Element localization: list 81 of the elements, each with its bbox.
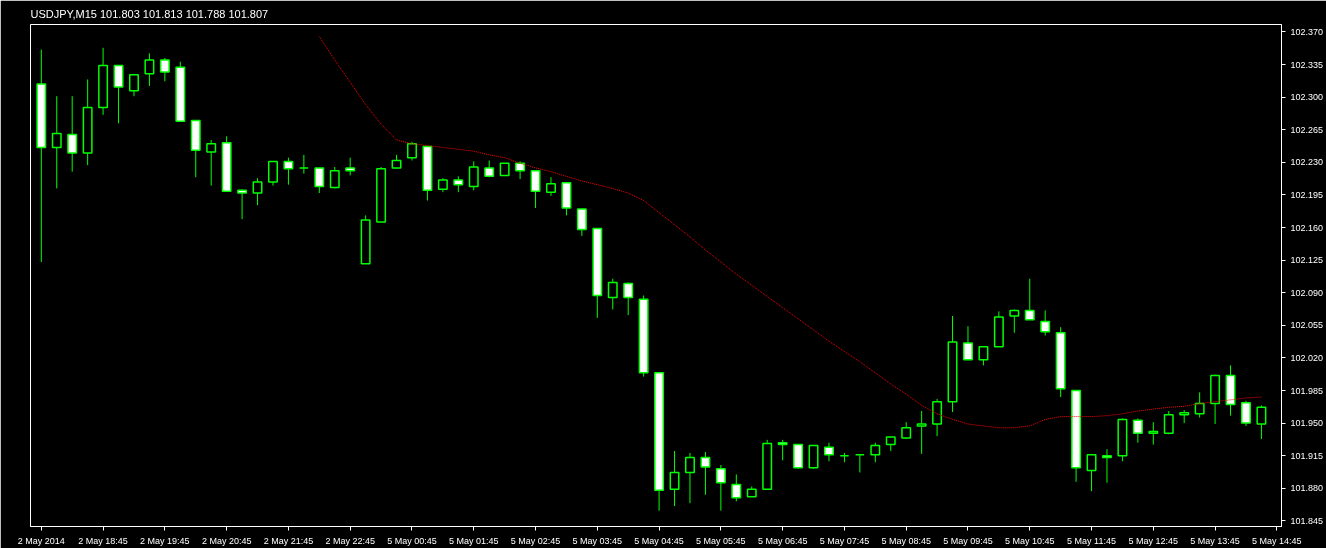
x-tick-label: 2 May 19:45 <box>140 535 190 546</box>
candlestick <box>1132 417 1143 444</box>
line-series <box>318 36 1262 429</box>
y-tick-label: 101.915 <box>1290 450 1324 461</box>
candlestick <box>1256 404 1267 440</box>
candlestick <box>1040 309 1051 337</box>
x-tick-label: 5 May 11:45 <box>1067 535 1116 546</box>
y-tick-label: 102.370 <box>1290 26 1324 37</box>
candlestick <box>715 464 726 512</box>
candlestick <box>731 473 742 502</box>
y-tick-label: 102.125 <box>1290 255 1324 266</box>
candlestick <box>932 398 943 437</box>
y-tick-label: 102.300 <box>1290 92 1324 103</box>
x-tick-label: 5 May 14:45 <box>1252 535 1302 546</box>
x-tick-label: 5 May 07:45 <box>819 535 870 546</box>
candlestick <box>237 188 248 220</box>
x-tick-label: 5 May 02:45 <box>510 535 561 546</box>
candlestick <box>406 141 417 161</box>
candlestick <box>623 281 634 316</box>
candlestick <box>1194 391 1205 419</box>
chart-title: USDJPY,M15 101.803 101.813 101.788 101.807 <box>30 7 269 20</box>
candlestick <box>700 451 711 496</box>
y-tick-label: 102.020 <box>1290 352 1324 363</box>
x-tick-label: 2 May 2014 <box>17 535 65 546</box>
candlestick <box>1240 400 1251 427</box>
candlestick <box>113 64 124 124</box>
x-tick-label: 5 May 13:45 <box>1190 535 1240 546</box>
x-tick-label: 2 May 21:45 <box>263 535 314 546</box>
candlestick <box>252 177 263 206</box>
candlestick <box>870 442 881 463</box>
x-tick-label: 2 May 22:45 <box>325 535 375 546</box>
x-tick-label: 5 May 09:45 <box>943 535 993 546</box>
candlestick <box>962 325 973 361</box>
y-tick-label: 101.985 <box>1290 385 1324 396</box>
y-tick-label: 101.880 <box>1290 483 1324 494</box>
candlestick <box>530 169 541 209</box>
candlestick <box>314 167 325 194</box>
x-tick-label: 5 May 12:45 <box>1128 535 1179 546</box>
candlestick <box>283 157 294 186</box>
candlestick <box>1148 421 1159 446</box>
candlestick <box>916 410 927 455</box>
y-tick-label: 102.195 <box>1290 189 1324 200</box>
x-tick-label: 2 May 20:45 <box>201 535 252 546</box>
x-tick-label: 5 May 03:45 <box>572 535 623 546</box>
y-tick-label: 101.845 <box>1290 515 1324 526</box>
candlestick <box>978 346 989 366</box>
x-tick-label: 5 May 10:45 <box>1004 535 1055 546</box>
candlestick <box>669 450 680 507</box>
x-tick-label: 5 May 08:45 <box>881 535 931 546</box>
x-tick-label: 5 May 01:45 <box>448 535 499 546</box>
candlestick <box>808 444 819 470</box>
candlestick <box>267 160 278 187</box>
candlestick <box>144 52 155 87</box>
candlestick <box>1086 453 1097 492</box>
y-tick-label: 102.335 <box>1290 59 1324 70</box>
candlestick <box>545 176 556 197</box>
y-tick-label: 102.230 <box>1290 157 1324 168</box>
candlestick <box>607 278 618 310</box>
y-tick-label: 102.160 <box>1290 222 1324 233</box>
candlestick <box>1009 308 1020 334</box>
candlestick <box>823 442 834 462</box>
x-tick-label: 2 May 18:45 <box>78 535 128 546</box>
y-tick-label: 102.055 <box>1290 320 1324 331</box>
candlestick <box>1101 448 1112 484</box>
candlestick <box>159 57 170 82</box>
y-tick-label: 102.090 <box>1290 287 1324 298</box>
candlestick <box>468 160 479 191</box>
candlestick <box>1024 278 1035 321</box>
candlestick <box>576 208 587 237</box>
x-tick-label: 5 May 04:45 <box>634 535 684 546</box>
candlestick <box>67 95 78 173</box>
y-tick-label: 102.265 <box>1290 124 1324 135</box>
candlestick <box>51 95 62 189</box>
candlestick <box>206 139 217 187</box>
y-tick-label: 101.950 <box>1290 418 1324 429</box>
candlestick <box>777 439 788 461</box>
x-tick-label: 5 May 06:45 <box>757 535 808 546</box>
candlestick <box>684 452 695 504</box>
x-tick-label: 5 May 00:45 <box>387 535 437 546</box>
x-tick-label: 5 May 05:45 <box>696 535 746 546</box>
candlestick <box>793 443 804 470</box>
